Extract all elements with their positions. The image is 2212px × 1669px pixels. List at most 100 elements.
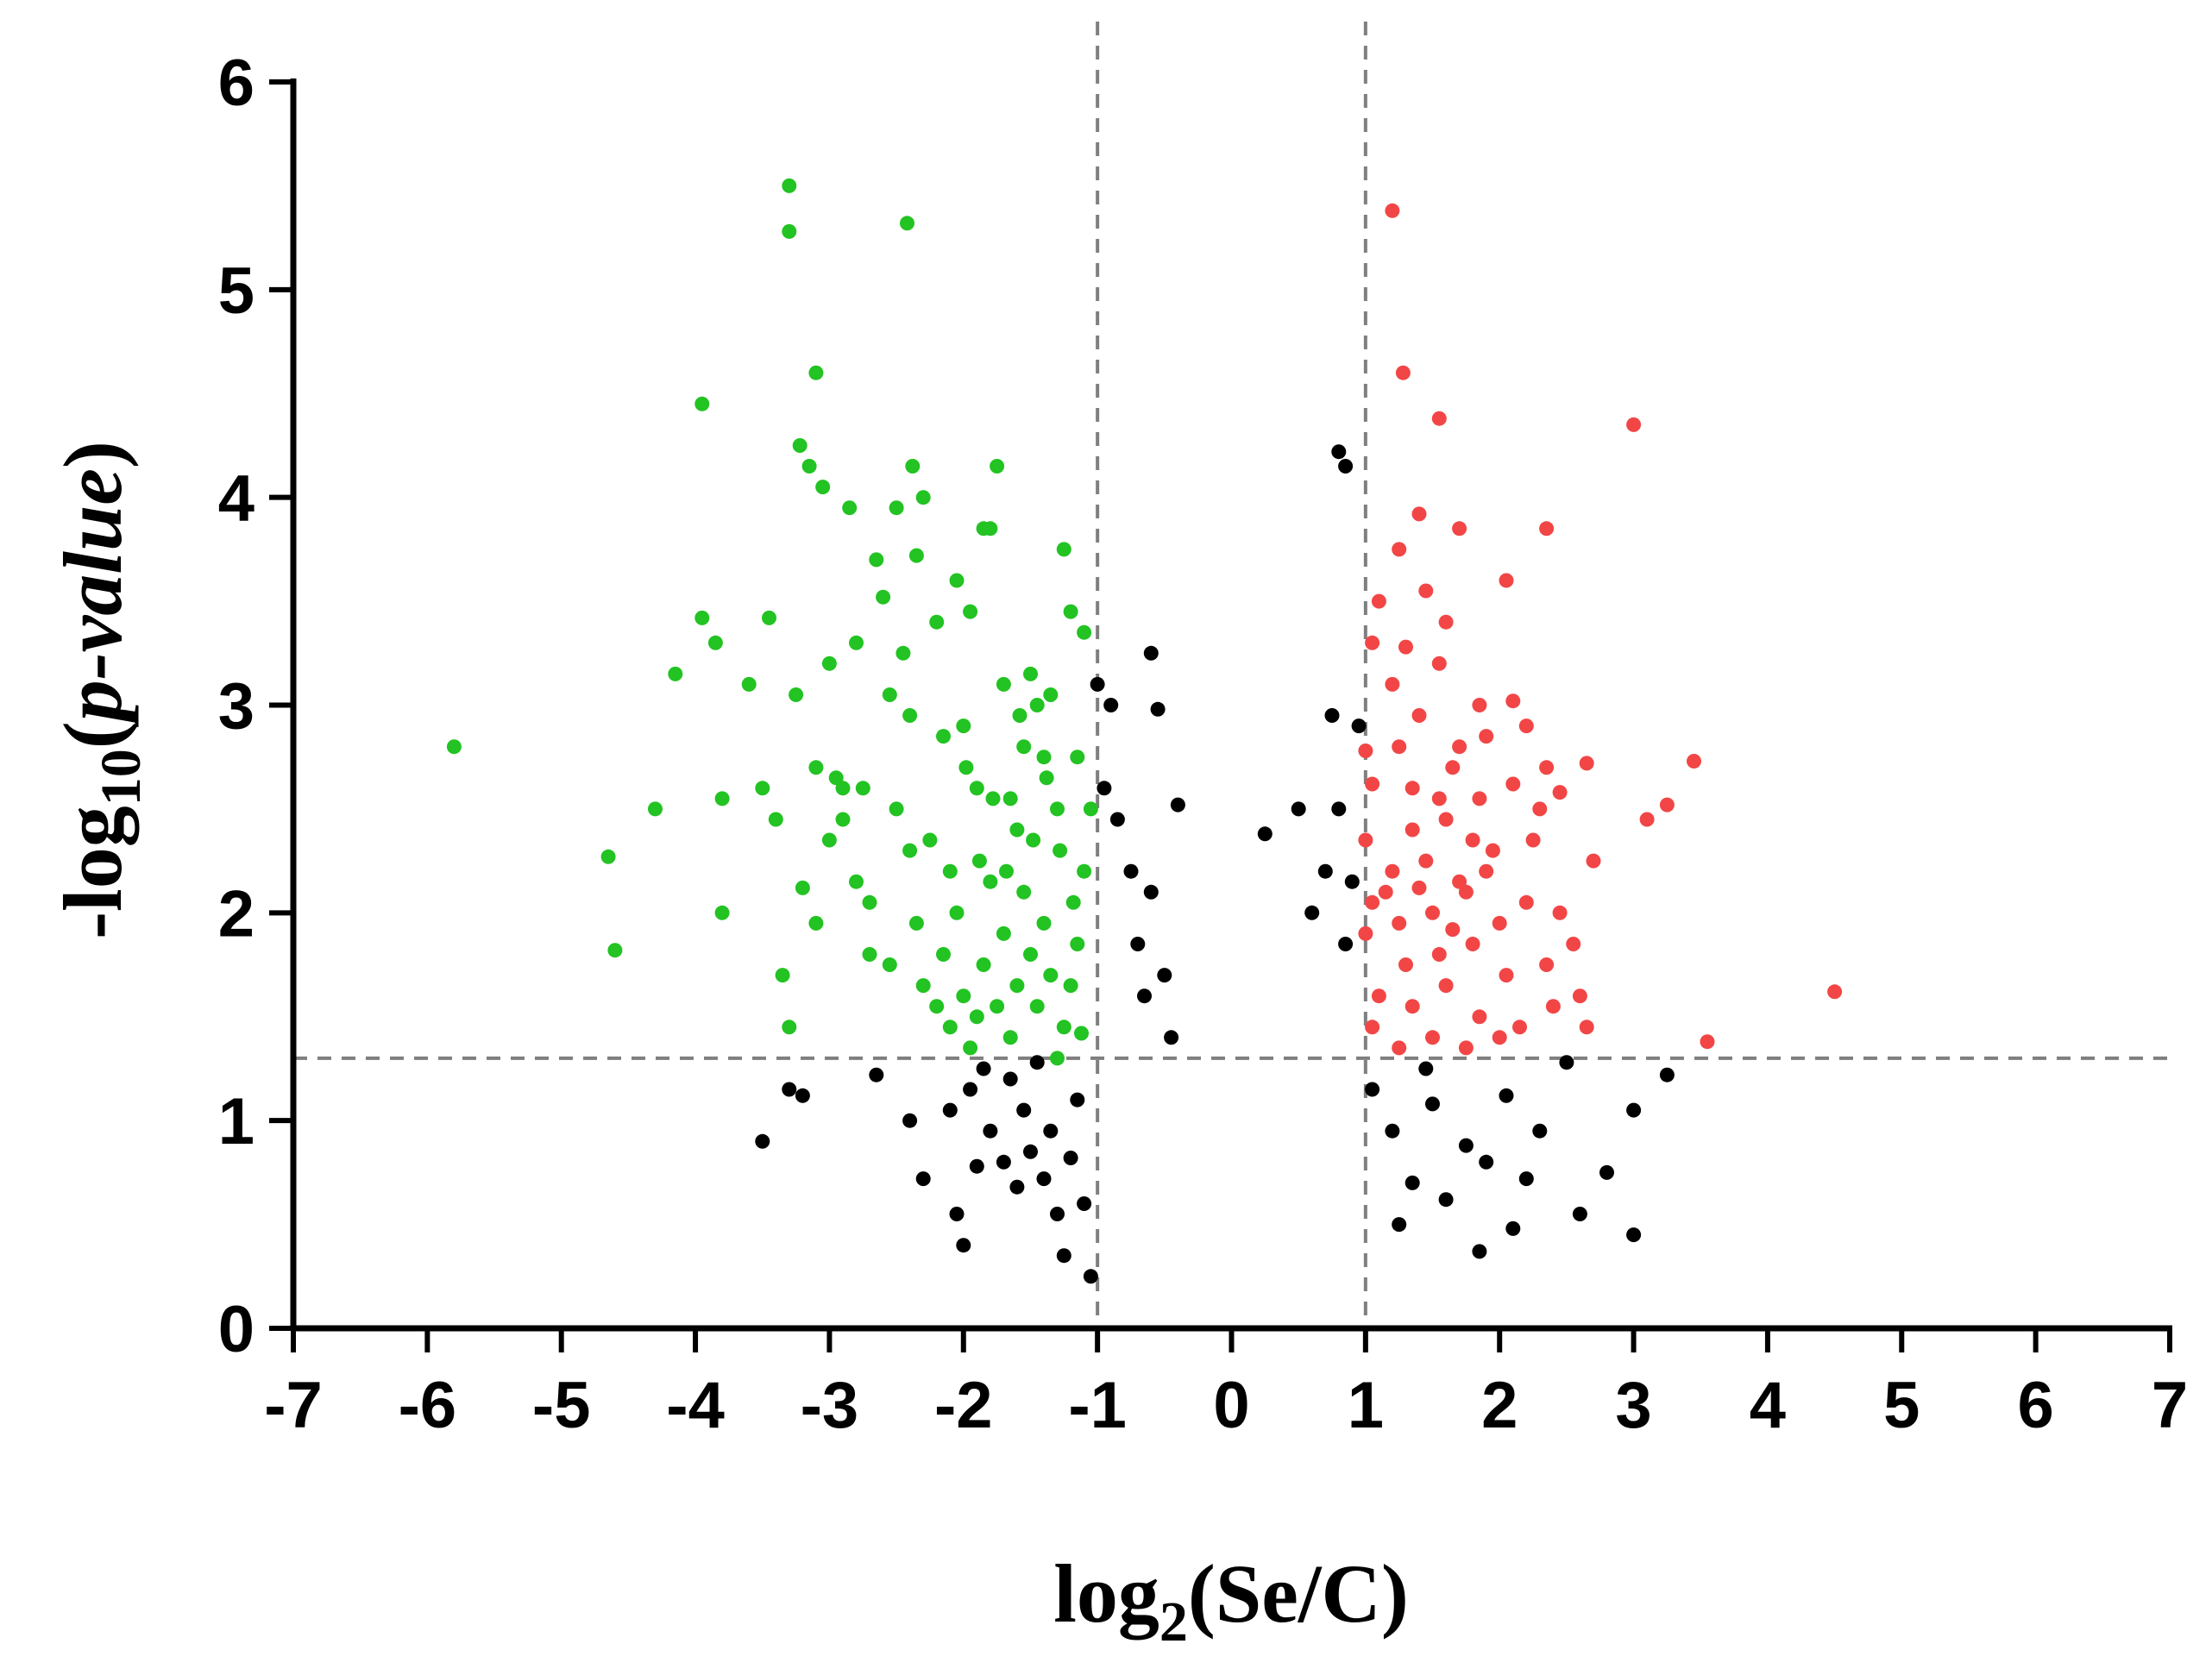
x-axis-ticks: -7 -6 -5 -4 -3 -2 -1 0 1 2 3 4 5 6 7 xyxy=(264,1328,2188,1442)
data-point xyxy=(1392,1217,1407,1233)
data-point xyxy=(1371,593,1386,609)
data-point xyxy=(882,957,897,972)
data-point xyxy=(1023,1144,1038,1159)
data-point xyxy=(949,1207,965,1221)
y-axis-title-pre: -log xyxy=(47,806,139,939)
data-point xyxy=(1338,937,1354,951)
data-point xyxy=(905,459,921,474)
data-point xyxy=(1358,925,1373,941)
data-point xyxy=(1317,863,1333,879)
data-point xyxy=(1559,1055,1574,1070)
data-point xyxy=(1431,411,1447,426)
y-tick-label: 3 xyxy=(218,670,255,744)
data-point xyxy=(1431,947,1447,962)
data-point xyxy=(828,770,844,786)
data-point xyxy=(958,760,974,775)
data-point xyxy=(862,947,877,962)
axes xyxy=(290,78,2172,1332)
data-point xyxy=(668,666,683,681)
x-tick-label: -3 xyxy=(801,1369,859,1442)
data-point xyxy=(1029,999,1045,1014)
data-point xyxy=(1458,884,1474,900)
data-point xyxy=(755,781,770,796)
data-point xyxy=(741,676,757,692)
data-point xyxy=(1070,750,1085,765)
series-up-regulated xyxy=(1358,203,1843,1056)
data-point xyxy=(990,459,1005,474)
data-point xyxy=(876,589,891,605)
data-point xyxy=(969,1158,984,1174)
data-point xyxy=(795,880,810,895)
data-point xyxy=(1063,978,1078,994)
data-point xyxy=(1411,506,1427,522)
y-tick-label: 6 xyxy=(218,47,255,120)
data-point xyxy=(1324,708,1340,723)
data-point xyxy=(1338,459,1354,474)
data-point xyxy=(1492,1030,1507,1045)
data-point xyxy=(996,925,1011,941)
data-point xyxy=(762,610,776,625)
data-point xyxy=(1026,832,1041,848)
data-point xyxy=(1070,937,1085,951)
data-point xyxy=(1411,708,1427,723)
data-point xyxy=(1344,874,1360,889)
data-point xyxy=(1070,1092,1085,1107)
data-point xyxy=(648,801,663,817)
data-point xyxy=(1505,693,1521,709)
data-point xyxy=(1164,1030,1179,1045)
data-point xyxy=(922,832,938,848)
data-point xyxy=(1039,770,1054,786)
data-point xyxy=(1130,937,1146,951)
data-point xyxy=(1485,843,1500,858)
data-point xyxy=(976,1061,991,1076)
data-point xyxy=(1411,880,1427,895)
data-point xyxy=(1479,1154,1494,1170)
data-point xyxy=(942,863,958,879)
data-point xyxy=(1398,957,1413,972)
data-point xyxy=(1518,1171,1534,1187)
data-point xyxy=(1036,1171,1052,1187)
data-point xyxy=(999,863,1014,879)
y-axis-title-subscript: 10 xyxy=(90,749,153,806)
data-point xyxy=(956,988,971,1004)
data-point xyxy=(902,1113,918,1128)
data-point xyxy=(1539,760,1555,775)
threshold-lines xyxy=(293,22,2170,1328)
data-point xyxy=(1572,1207,1587,1221)
data-point xyxy=(983,521,998,536)
data-point xyxy=(1358,832,1373,848)
data-point xyxy=(1465,832,1480,848)
data-point xyxy=(1002,1030,1018,1045)
data-point xyxy=(1170,797,1185,813)
data-point xyxy=(1043,968,1059,983)
data-point xyxy=(1351,718,1367,734)
y-axis-title: -log10(p-value) xyxy=(47,441,153,939)
data-point xyxy=(956,1238,971,1253)
data-point xyxy=(963,604,978,619)
data-point xyxy=(936,729,951,744)
data-point xyxy=(1050,801,1065,817)
data-point xyxy=(1063,604,1078,619)
data-point xyxy=(985,791,1001,806)
data-point xyxy=(1304,905,1320,920)
data-point xyxy=(929,614,945,630)
data-point xyxy=(1056,542,1071,557)
data-point xyxy=(1002,791,1018,806)
data-point xyxy=(895,645,911,661)
y-tick-label: 4 xyxy=(218,462,255,536)
data-point xyxy=(990,999,1005,1014)
y-axis-title-italic: p-value xyxy=(47,468,139,727)
data-point xyxy=(1445,922,1461,938)
data-point xyxy=(963,1040,978,1056)
data-points xyxy=(446,178,1843,1284)
data-point xyxy=(936,947,951,962)
x-axis-title: log2(Se/C) xyxy=(1053,1547,1409,1653)
x-tick-label: -7 xyxy=(264,1369,323,1442)
data-point xyxy=(835,812,851,827)
data-point xyxy=(1150,701,1166,717)
data-point xyxy=(808,365,824,380)
data-point xyxy=(1123,863,1139,879)
x-tick-label: 0 xyxy=(1213,1369,1249,1442)
data-point xyxy=(1331,801,1347,817)
